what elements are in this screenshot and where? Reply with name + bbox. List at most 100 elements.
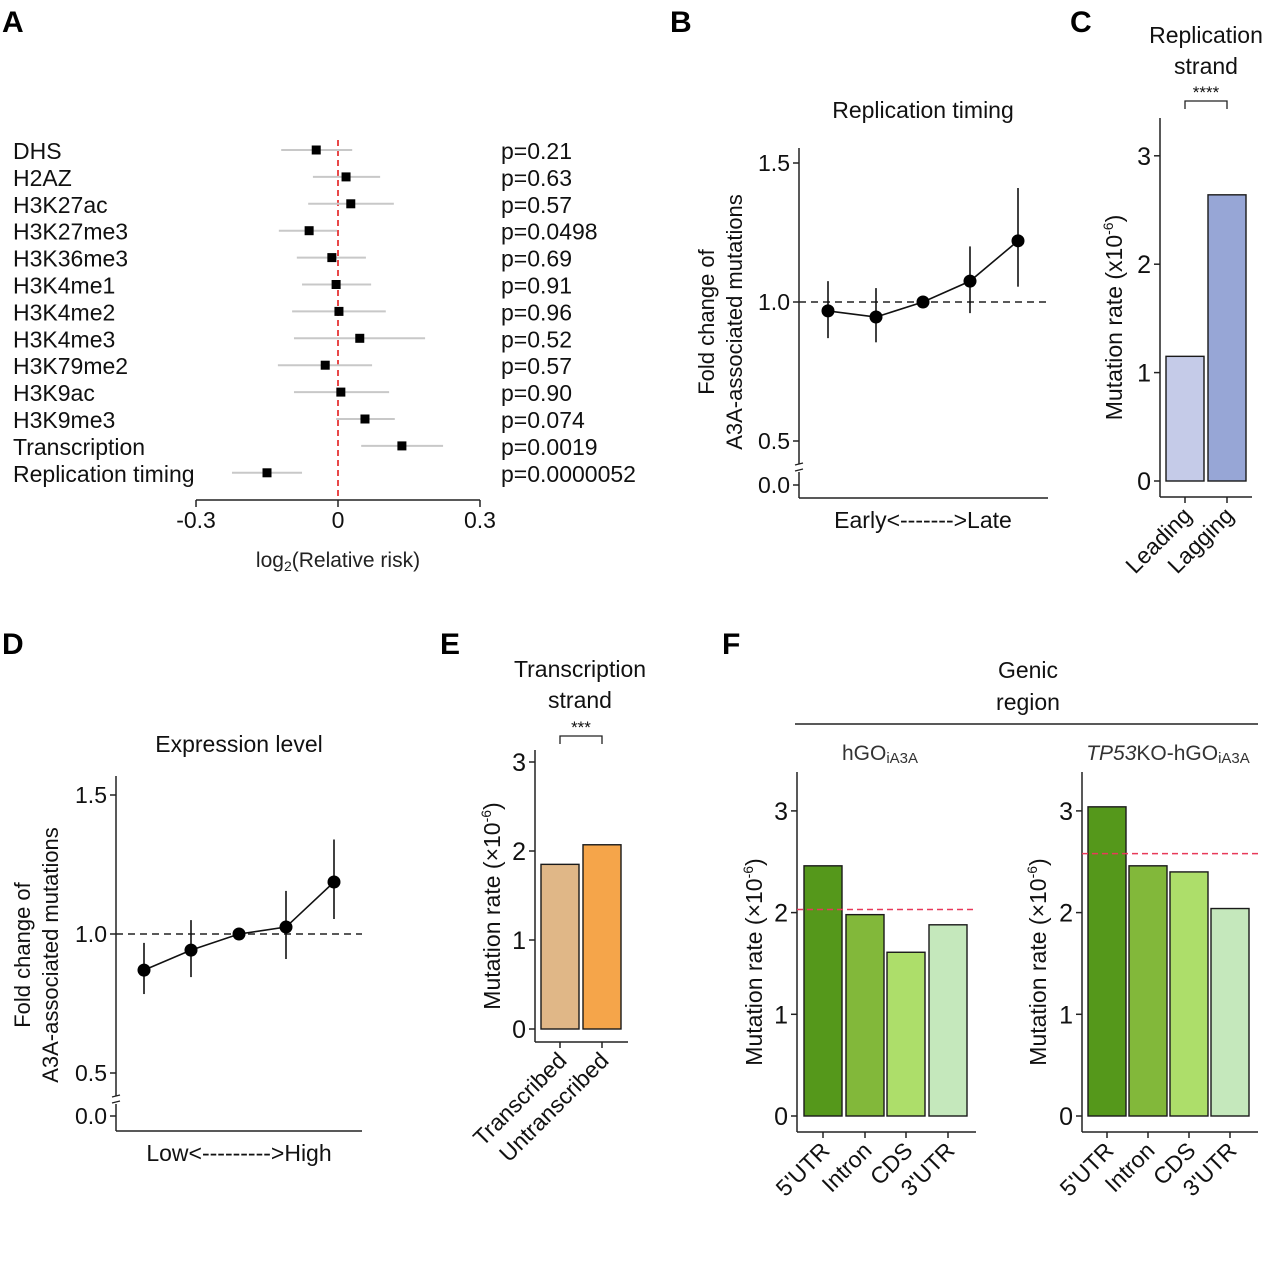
y-tick-label: 1 [774,1001,788,1029]
axis-break-mark [111,1094,121,1098]
row-label: Transcription [13,434,145,460]
y-tick-label: 1.5 [75,782,107,808]
p-value: p=0.69 [501,246,572,272]
bar [582,844,622,1030]
bar [1207,194,1247,482]
row-label: H3K27ac [13,192,108,218]
chart-title-line1: Transcription [514,656,646,682]
row-label: H3K36me3 [13,246,128,272]
p-value: p=0.57 [501,353,572,379]
y-axis-label-line1: Fold change of [694,248,719,394]
estimate-point [397,441,407,451]
y-tick-label: 1.0 [75,921,107,947]
p-value: p=0.90 [501,380,572,406]
y-tick-label: 3 [774,798,788,826]
y-axis-label: Mutation rate (x10-6) [1100,215,1127,421]
x-tick-label: 0.3 [464,507,496,533]
panel-c-replication-strand: Replication strand **** 0 1 2 3 Mutation rate (… [1100,22,1263,578]
row-label: H3K27me3 [13,219,128,245]
y-tick-label: 1 [1137,360,1151,388]
y-tick-label: 0.0 [758,472,790,498]
y-axis-label-line1: Fold change of [10,881,35,1027]
y-tick-label: 3 [512,749,526,777]
data-point [279,920,293,934]
panel-b-replication-timing: Replication timing 0.0 0.5 1.0 1.5 Fold chang… [694,97,1048,533]
x-tick-label: Intron [817,1137,877,1197]
chart-title-line2: strand [1174,53,1238,79]
y-tick-label: 2 [512,838,526,866]
data-point [916,295,930,309]
bar [845,913,885,1117]
bar [540,863,580,1030]
panel-a-forest-plot: DHS p=0.21 H2AZ p=0.63 H3K27ac p=0.57 H3K27me3… [13,138,636,574]
y-tick-label: 0 [512,1016,526,1044]
panel-letter-f: F [722,628,740,661]
bar [1169,871,1209,1117]
chart-title: Expression level [155,731,322,757]
y-tick-label: 2 [1137,251,1151,279]
x-axis-label: Early<------->Late [834,507,1012,533]
p-value: p=0.91 [501,273,572,299]
p-value: p=0.52 [501,326,572,352]
chart-title-line2: strand [548,687,612,713]
y-tick-label: 2 [1059,900,1073,928]
estimate-point [320,360,330,370]
data-point [821,304,835,318]
row-label: H2AZ [13,165,72,191]
estimate-point [331,280,341,289]
p-value: p=0.0498 [501,219,598,245]
data-point [184,943,198,957]
y-axis-label: Mutation rate (×10-6) [740,858,767,1065]
row-label: H3K4me1 [13,273,115,299]
row-label: Replication timing [13,461,195,487]
bar [1128,865,1168,1117]
p-value: p=0.0000052 [501,461,636,487]
panel-f-genic-region: Genic region hGOiA3A 0 1 2 3 Mutation rate (×10… [740,657,1258,1201]
bar [1087,806,1127,1117]
y-axis-label-line2: A3A-associated mutations [38,827,63,1083]
p-value: p=0.0019 [501,434,598,460]
data-point [327,875,341,889]
x-axis-label: Low<--------->High [146,1140,331,1166]
data-point [1011,234,1025,248]
estimate-point [304,226,314,236]
axis-break-mark [111,1100,121,1104]
p-value: p=0.074 [501,407,585,433]
group-title-line2: region [996,689,1060,715]
y-tick-label: 1.0 [758,289,790,315]
y-axis-label: Fold change of A3A-associated mutations [10,827,63,1083]
row-label: DHS [13,138,62,164]
y-axis-label-line2: A3A-associated mutations [722,194,747,450]
data-point [963,274,977,288]
y-axis-label: Mutation rate (×10-6) [1024,858,1051,1065]
bar [886,951,926,1117]
y-axis-label: Mutation rate (×10-6) [478,802,505,1009]
estimate-point [311,145,321,155]
p-value: p=0.57 [501,192,572,218]
y-tick-label: 1 [512,927,526,955]
estimate-point [262,468,272,478]
panel-letter-d: D [2,628,24,661]
y-tick-label: 0.5 [75,1060,107,1086]
significance-stars: **** [1193,83,1220,102]
y-axis-label: Fold change of A3A-associated mutations [694,194,747,450]
y-tick-label: 1.5 [758,150,790,176]
estimate-point [341,172,351,182]
p-value: p=0.21 [501,138,572,164]
y-tick-label: 3 [1059,798,1073,826]
data-point [137,963,151,977]
panel-e-transcription-strand: Transcription strand *** 0 1 2 3 Mutation rate … [468,656,646,1167]
estimate-point [355,333,365,343]
series-line [143,881,335,971]
panel-letter-e: E [440,628,460,661]
chart-title-line1: Replication [1149,22,1263,48]
row-label: H3K9ac [13,380,95,406]
x-axis-label: log2(Relative risk) [256,549,420,574]
row-label: H3K9me3 [13,407,115,433]
panel-letter-c: C [1070,6,1092,39]
data-point [232,927,246,941]
estimate-point [327,253,337,263]
panel-letter-a: A [2,6,24,39]
significance-stars: *** [571,718,591,737]
